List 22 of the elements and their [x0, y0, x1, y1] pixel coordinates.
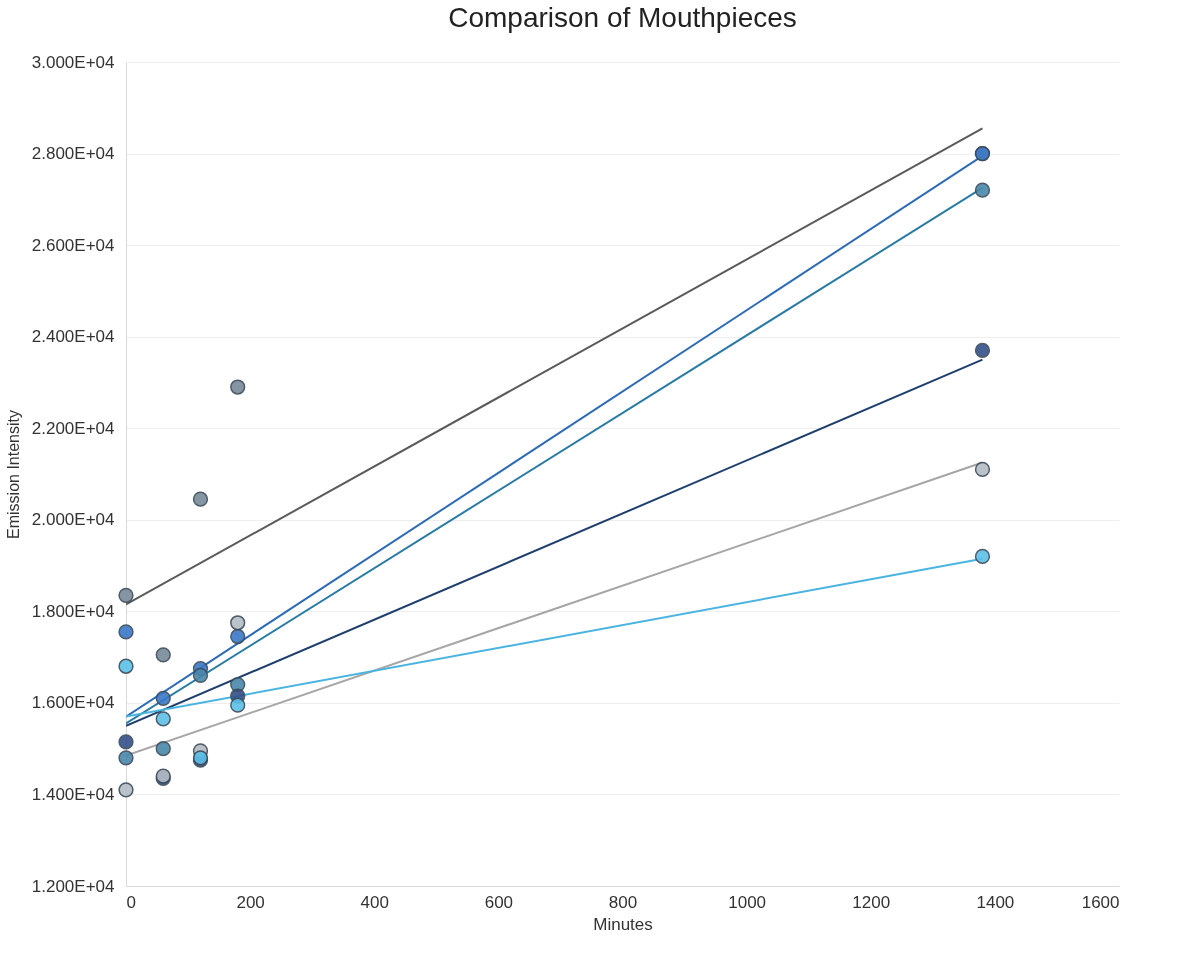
chart-title: Comparison of Mouthpieces — [448, 2, 797, 33]
y-tick-label: 2.000E+04 — [31, 510, 115, 530]
x-axis-title: Minutes — [593, 914, 653, 934]
x-tick-label: 1600 — [1081, 892, 1120, 912]
y-tick-label: 1.200E+04 — [31, 876, 115, 896]
x-tick-label: 0 — [126, 892, 136, 912]
y-tick-label: 3.000E+04 — [31, 52, 115, 72]
x-tick-label: 1200 — [852, 892, 891, 912]
y-tick-label: 2.200E+04 — [31, 418, 115, 438]
x-tick-label: 1000 — [728, 892, 767, 912]
y-tick-label: 2.800E+04 — [31, 144, 115, 164]
y-tick-label: 1.600E+04 — [31, 693, 115, 713]
y-tick-label: 2.600E+04 — [31, 235, 115, 255]
x-tick-label: 400 — [360, 892, 389, 912]
y-tick-label: 1.400E+04 — [31, 784, 115, 804]
x-tick-label: 1400 — [976, 892, 1015, 912]
y-tick-label: 2.400E+04 — [31, 327, 115, 347]
y-axis-title: Emission Intensity — [4, 410, 22, 539]
x-tick-label: 200 — [236, 892, 265, 912]
x-tick-label: 600 — [484, 892, 514, 912]
x-tick-label: 800 — [608, 892, 638, 912]
y-tick-label: 1.800E+04 — [31, 601, 115, 621]
